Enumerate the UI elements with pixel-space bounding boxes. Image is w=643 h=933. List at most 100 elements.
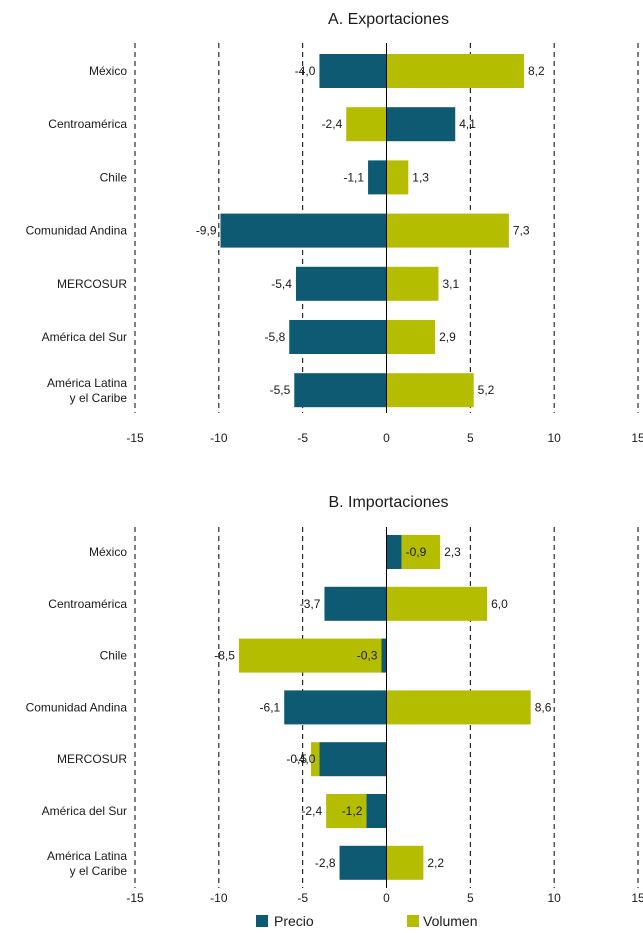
bar-volumen — [386, 690, 531, 725]
data-label-volumen: 8,6 — [535, 700, 552, 714]
category-label-line: Chile — [100, 170, 128, 184]
legend-label-volumen: Volumen — [423, 913, 477, 929]
category-label-line: Comunidad Andina — [26, 224, 128, 238]
bar-volumen — [386, 266, 439, 301]
x-tick-label: -10 — [210, 891, 228, 905]
bar-volumen — [326, 794, 367, 828]
bar-precio — [386, 535, 402, 569]
x-tick-label: -5 — [297, 431, 308, 445]
bar-volumen — [346, 107, 387, 142]
data-label-volumen: -0,5 — [286, 752, 307, 766]
bar-precio — [324, 586, 387, 621]
bar-volumen — [386, 586, 488, 621]
x-tick-label: 5 — [467, 431, 474, 445]
category-label-line: y el Caribe — [70, 864, 128, 878]
data-label-volumen: -2,4 — [322, 117, 343, 131]
bar-volumen — [311, 742, 320, 777]
data-label-precio: -1,2 — [342, 804, 363, 818]
category-label: México — [89, 64, 127, 78]
category-label: América Latina y el Caribe — [47, 849, 127, 878]
legend-swatch-volumen — [407, 915, 419, 927]
category-label: MERCOSUR — [57, 752, 127, 766]
category-label: Comunidad Andina — [26, 224, 128, 238]
bar-precio — [294, 373, 387, 408]
data-label-precio: -5,4 — [271, 277, 292, 291]
category-label-line: Centroamérica — [48, 597, 127, 611]
data-label-precio: -0,9 — [406, 545, 427, 559]
data-label-precio: -9,9 — [196, 224, 217, 238]
x-tick-label: -15 — [126, 431, 144, 445]
legend: Precio Volumen — [256, 913, 477, 929]
data-label-volumen: 2,3 — [444, 545, 461, 559]
category-label: Centroamérica — [48, 117, 127, 131]
x-tick-label: -15 — [126, 891, 144, 905]
data-label-precio: -4,0 — [295, 752, 316, 766]
bar-volumen — [386, 373, 474, 408]
bar-volumen — [386, 320, 436, 354]
data-label-volumen: -2,4 — [301, 804, 322, 818]
x-tick-label: 5 — [467, 891, 474, 905]
category-label-line: MERCOSUR — [57, 277, 127, 291]
data-label-volumen: 7,3 — [513, 224, 530, 238]
bar-precio — [284, 690, 387, 725]
bar-precio — [220, 213, 387, 248]
bar-precio — [368, 160, 387, 195]
data-label-volumen: 6,0 — [491, 597, 508, 611]
data-label-precio: -2,8 — [315, 856, 336, 870]
bar-precio — [381, 638, 387, 673]
category-label-line: Centroamérica — [48, 117, 127, 131]
x-tick-label: 10 — [547, 891, 561, 905]
category-label-line: América del Sur — [42, 330, 127, 344]
chart-title: A. Exportaciones — [328, 11, 449, 28]
data-label-precio: -3,7 — [300, 597, 321, 611]
category-label: Chile — [100, 170, 128, 184]
category-label: Chile — [100, 649, 128, 663]
data-label-precio: -0,3 — [357, 649, 378, 663]
category-label: México — [89, 545, 127, 559]
category-label-line: Comunidad Andina — [26, 700, 128, 714]
bar-volumen — [238, 638, 382, 673]
bar-volumen — [401, 535, 441, 569]
bar-volumen — [386, 54, 524, 88]
category-label-line: América Latina — [47, 849, 127, 863]
bar-precio — [366, 794, 387, 828]
category-label-line: México — [89, 545, 127, 559]
bar-precio — [319, 54, 387, 88]
data-label-volumen: 8,2 — [528, 64, 545, 78]
legend-label-precio: Precio — [274, 913, 314, 929]
x-tick-label: 0 — [383, 431, 390, 445]
data-label-precio: -4,0 — [295, 64, 316, 78]
chart-exportaciones: A. Exportaciones -15 -10 -5 0 5 10 15 México -4,0… — [26, 11, 643, 445]
bar-volumen — [386, 213, 509, 248]
chart-title: B. Importaciones — [328, 494, 448, 511]
data-label-precio: -6,1 — [260, 700, 281, 714]
data-label-precio: 4,1 — [459, 117, 476, 131]
bar-precio — [319, 742, 387, 777]
category-label: América del Sur — [42, 330, 127, 344]
category-label: Comunidad Andina — [26, 700, 128, 714]
data-label-volumen: -8,5 — [214, 649, 235, 663]
bar-precio — [339, 845, 387, 880]
data-label-precio: -1,1 — [343, 170, 364, 184]
category-label: MERCOSUR — [57, 277, 127, 291]
data-label-precio: -5,8 — [265, 330, 286, 344]
x-tick-label: 0 — [383, 891, 390, 905]
bar-volumen — [386, 845, 424, 880]
category-label-line: México — [89, 64, 127, 78]
category-label-line: MERCOSUR — [57, 752, 127, 766]
x-tick-label: 15 — [631, 431, 643, 445]
bar-volumen — [386, 160, 409, 195]
legend-swatch-precio — [256, 915, 268, 927]
category-label: América del Sur — [42, 804, 127, 818]
bar-precio — [295, 266, 387, 301]
data-label-precio: -5,5 — [270, 383, 291, 397]
bar-precio — [386, 107, 456, 142]
data-label-volumen: 3,1 — [442, 277, 459, 291]
data-label-volumen: 1,3 — [412, 170, 429, 184]
category-label: Centroamérica — [48, 597, 127, 611]
category-label-line: y el Caribe — [70, 391, 128, 405]
bar-precio — [289, 320, 387, 354]
x-tick-label: 15 — [631, 891, 643, 905]
category-label-line: América del Sur — [42, 804, 127, 818]
